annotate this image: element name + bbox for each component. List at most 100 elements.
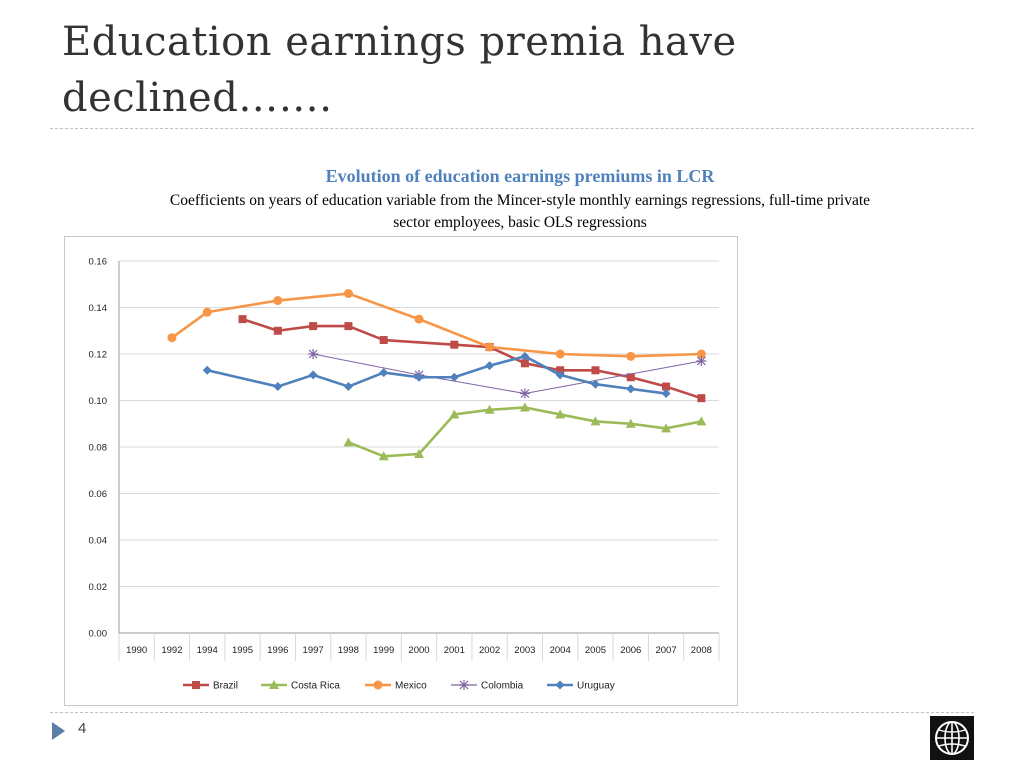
line-chart: 0.00 0.02 0.04 0.06 0.08 0.10 0.12 0.14 0.16 1990…: [89, 257, 720, 692]
data-point-uruguay: [590, 379, 600, 389]
x-tick-label: 2004: [550, 645, 571, 656]
y-tick-label: 0.14: [89, 303, 108, 314]
chart-heading: Evolution of education earnings premiums…: [325, 166, 715, 186]
legend-label-uruguay: Uruguay: [577, 681, 615, 692]
data-point-uruguay: [485, 361, 495, 371]
data-point-mexico: [343, 289, 353, 299]
page-number: 4: [78, 720, 87, 737]
data-point-uruguay: [308, 370, 318, 380]
data-point-mexico: [202, 307, 212, 317]
data-point-uruguay: [661, 389, 671, 399]
y-tick-label: 0.02: [89, 582, 108, 593]
data-point-uruguay: [273, 382, 283, 392]
legend-label-mexico: Mexico: [395, 681, 427, 692]
x-tick-label: 2007: [655, 645, 676, 656]
chart-subheading-line-1: Coefficients on years of education varia…: [169, 192, 871, 209]
data-point-mexico: [273, 296, 283, 306]
data-point-costa-rica: [696, 416, 707, 426]
data-point-brazil: [450, 340, 459, 349]
data-point-uruguay: [555, 370, 565, 380]
legend-marker-brazil: [192, 681, 200, 689]
legend-marker-uruguay: [555, 680, 565, 690]
data-point-uruguay: [414, 372, 424, 382]
data-point-brazil: [344, 322, 353, 331]
data-point-uruguay: [520, 351, 530, 361]
series-line-colombia: [313, 353, 702, 395]
legend-label-brazil: Brazil: [213, 681, 238, 692]
x-tick-label: 1998: [338, 645, 359, 656]
x-tick-label: 1990: [126, 645, 147, 656]
data-point-brazil: [520, 359, 529, 368]
data-point-colombia: [696, 355, 707, 366]
chart-subheading: Coefficients on years of education varia…: [72, 190, 968, 234]
world-bank-logo-icon: [930, 716, 974, 760]
data-point-brazil: [379, 336, 388, 345]
x-tick-label: 2002: [479, 645, 500, 656]
series-line-costa-rica: [347, 406, 702, 458]
series-line-mexico: [171, 292, 702, 358]
y-tick-label: 0.06: [89, 489, 108, 500]
data-point-mexico: [414, 314, 424, 324]
legend-label-costa-rica: Costa Rica: [291, 681, 340, 692]
data-point-brazil: [238, 315, 247, 324]
legend-marker-mexico: [373, 680, 383, 690]
x-tick-label: 2008: [691, 645, 712, 656]
legend-marker-costa-rica: [269, 680, 279, 689]
data-point-brazil: [591, 366, 600, 375]
data-point-costa-rica: [414, 448, 424, 458]
x-tick-label: 1999: [373, 645, 394, 656]
x-tick-label: 1996: [267, 645, 288, 656]
chart-frame: 0.00 0.02 0.04 0.06 0.08 0.10 0.12 0.14 0.16 1990…: [64, 236, 738, 706]
x-tick-label: 1997: [303, 645, 324, 656]
y-tick-label: 0.16: [89, 257, 108, 268]
data-point-uruguay: [379, 368, 389, 378]
x-tick-label: 2006: [620, 645, 641, 656]
data-point-costa-rica: [555, 409, 566, 419]
data-point-mexico: [696, 349, 706, 359]
data-point-brazil: [556, 366, 565, 375]
x-tick-label: 2000: [408, 645, 429, 656]
chart-subheading-line-2: sector employees, basic OLS regressions: [393, 214, 647, 231]
x-tick-label: 2003: [514, 645, 535, 656]
legend-label-colombia: Colombia: [481, 681, 524, 692]
data-point-brazil: [697, 394, 706, 403]
data-point-brazil: [273, 326, 282, 335]
data-point-colombia: [308, 349, 319, 359]
x-tick-label: 2005: [585, 645, 606, 656]
data-point-brazil: [626, 373, 635, 382]
data-point-costa-rica: [378, 451, 389, 461]
data-point-costa-rica: [343, 437, 354, 447]
x-tick-label: 1994: [197, 645, 218, 656]
data-point-mexico: [167, 333, 177, 343]
x-tick-label: 1992: [161, 645, 182, 656]
data-point-colombia: [519, 388, 530, 399]
y-tick-label: 0.10: [89, 396, 108, 407]
data-point-costa-rica: [484, 404, 495, 414]
x-tick-label: 1995: [232, 645, 253, 656]
data-point-costa-rica: [519, 402, 530, 412]
title-divider: [50, 128, 974, 129]
y-tick-label: 0.04: [89, 536, 108, 547]
slide-title: Education earnings premia have declined……: [62, 14, 962, 126]
slide-title-line-1: Education earnings premia have: [62, 19, 737, 65]
data-point-brazil: [309, 322, 318, 331]
data-point-mexico: [555, 349, 565, 359]
data-point-costa-rica: [449, 409, 460, 419]
slide-title-line-2: declined…….: [62, 75, 333, 121]
data-point-brazil: [662, 382, 671, 391]
data-point-costa-rica: [625, 418, 636, 428]
footer-arrow-icon: [52, 722, 65, 740]
legend-marker-colombia: [459, 680, 469, 690]
data-point-costa-rica: [661, 423, 672, 433]
y-tick-label: 0.08: [89, 443, 108, 454]
y-tick-label: 0.00: [89, 629, 108, 640]
data-point-uruguay: [449, 372, 459, 382]
data-point-mexico: [626, 351, 636, 361]
data-point-uruguay: [343, 382, 353, 392]
data-point-uruguay: [626, 384, 636, 394]
x-tick-label: 2001: [444, 645, 465, 656]
footer-divider: [50, 712, 974, 713]
data-point-costa-rica: [590, 416, 601, 426]
y-tick-label: 0.12: [89, 350, 108, 361]
data-point-uruguay: [202, 365, 212, 375]
